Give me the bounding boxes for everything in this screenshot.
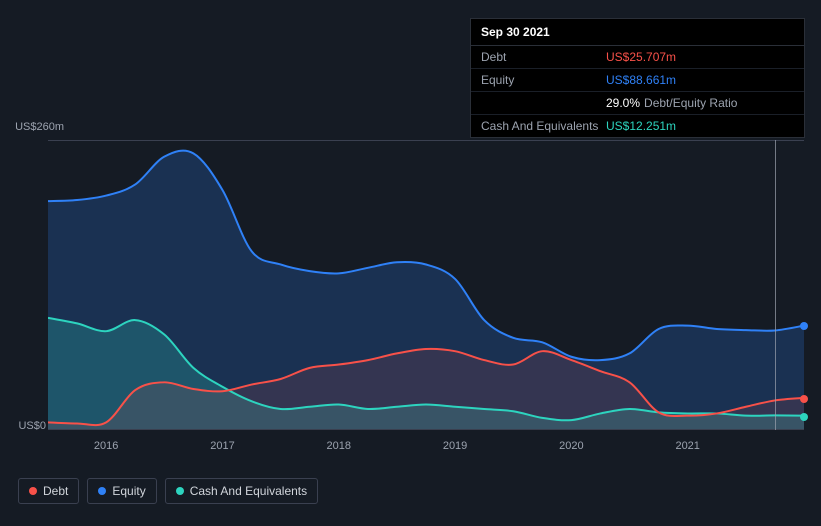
- tooltip-row-label: Equity: [481, 73, 606, 87]
- y-axis-max: US$260m: [0, 121, 64, 133]
- end-marker-cash: [800, 413, 808, 421]
- tooltip-row: EquityUS$88.661m: [471, 69, 804, 92]
- chart-svg: [48, 140, 804, 429]
- tooltip-row-value: US$88.661m: [606, 73, 676, 87]
- tooltip-row-extra: Debt/Equity Ratio: [644, 96, 737, 110]
- hover-indicator: [775, 140, 776, 430]
- chart-tooltip: Sep 30 2021 DebtUS$25.707mEquityUS$88.66…: [470, 18, 805, 138]
- tooltip-row: 29.0% Debt/Equity Ratio: [471, 92, 804, 115]
- x-axis-label: 2017: [210, 440, 234, 452]
- x-axis-label: 2016: [94, 440, 118, 452]
- end-marker-equity: [800, 322, 808, 330]
- x-axis: 2016 2017 2018 2019 2020 2021: [48, 440, 804, 460]
- legend-label: Debt: [43, 484, 68, 498]
- tooltip-row-label: [481, 96, 606, 110]
- legend-label: Cash And Equivalents: [190, 484, 307, 498]
- y-axis-min: US$0: [0, 420, 46, 432]
- legend-item-cash-and-equivalents[interactable]: Cash And Equivalents: [165, 478, 318, 504]
- x-axis-label: 2021: [675, 440, 699, 452]
- legend: Debt Equity Cash And Equivalents: [18, 478, 318, 504]
- tooltip-row-label: Debt: [481, 50, 606, 64]
- x-axis-label: 2019: [443, 440, 467, 452]
- chart-plot-area[interactable]: [48, 140, 804, 430]
- tooltip-date: Sep 30 2021: [471, 19, 804, 46]
- tooltip-row: DebtUS$25.707m: [471, 46, 804, 69]
- tooltip-row-label: Cash And Equivalents: [481, 119, 606, 133]
- end-marker-debt: [800, 395, 808, 403]
- tooltip-row: Cash And EquivalentsUS$12.251m: [471, 115, 804, 137]
- x-axis-label: 2020: [559, 440, 583, 452]
- legend-dot-icon: [176, 487, 184, 495]
- tooltip-row-value: US$25.707m: [606, 50, 676, 64]
- legend-dot-icon: [29, 487, 37, 495]
- x-axis-label: 2018: [327, 440, 351, 452]
- legend-item-debt[interactable]: Debt: [18, 478, 79, 504]
- tooltip-row-value: 29.0%: [606, 96, 640, 110]
- legend-item-equity[interactable]: Equity: [87, 478, 156, 504]
- legend-dot-icon: [98, 487, 106, 495]
- legend-label: Equity: [112, 484, 145, 498]
- tooltip-row-value: US$12.251m: [606, 119, 676, 133]
